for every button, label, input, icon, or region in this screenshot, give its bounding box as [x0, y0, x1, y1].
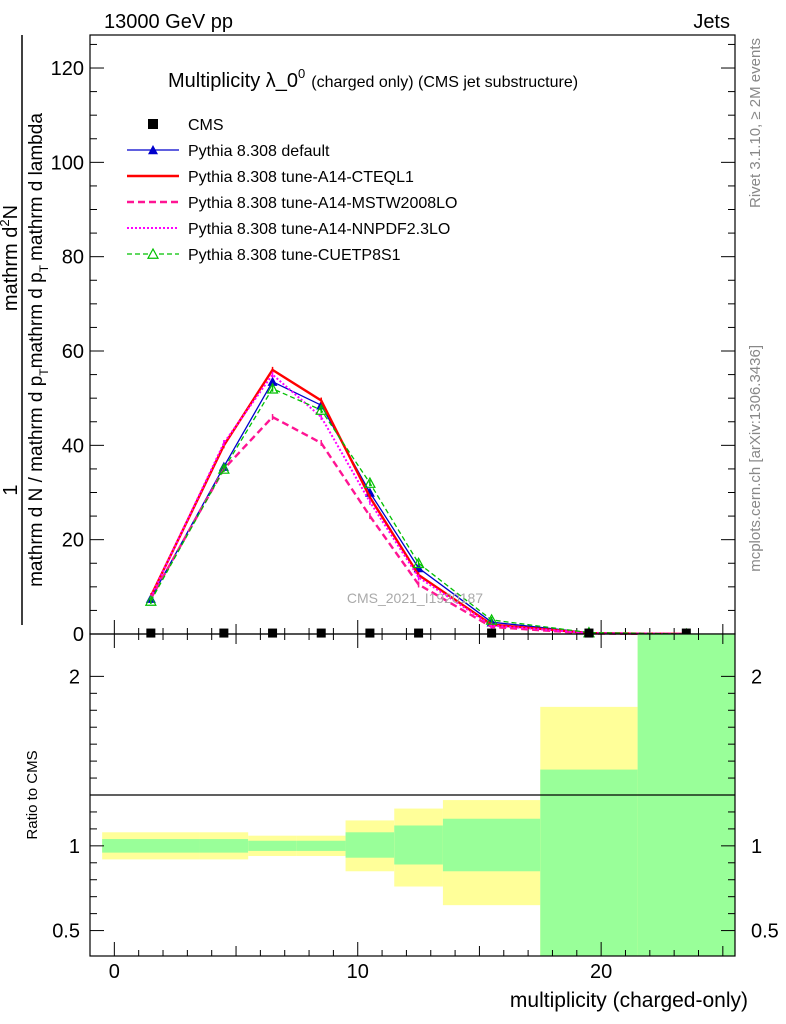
cms-data-point — [681, 628, 691, 638]
ratio-band-inner — [296, 840, 346, 851]
marker-cuetp — [266, 382, 279, 394]
xtick-label: 10 — [347, 961, 369, 983]
cms-data-point — [414, 628, 424, 638]
legend-label-mstw: Pythia 8.308 tune-A14-MSTW2008LO — [188, 195, 457, 212]
xtick-label: 0 — [109, 961, 120, 983]
ratio-ytick-label-right: 0.5 — [751, 921, 779, 943]
ratio-ytick-label: 0.5 — [52, 921, 80, 943]
main-ytick-label: 80 — [62, 247, 84, 269]
marker-cuetp — [412, 556, 425, 569]
ratio-band-inner — [345, 832, 395, 858]
chart-title: Multiplicity λ_00(charged only) (CMS jet… — [168, 66, 578, 92]
cms-data-point — [268, 628, 278, 638]
mcplots-label: mcplots.cern.ch [arXiv:1306.3436] — [747, 345, 764, 572]
marker-default — [267, 376, 278, 386]
ratio-band-inner — [394, 825, 443, 865]
cms-data-point — [146, 628, 156, 638]
legend-marker-cuetp — [146, 247, 160, 259]
ratio-band-inner — [248, 840, 297, 851]
xtick-label: 20 — [590, 961, 612, 983]
ratio-band-inner — [199, 839, 249, 853]
main-ylabel: 1 mathrm d2N mathrm d N / mathrm d pTmat… — [0, 35, 51, 625]
energy-label: 13000 GeV pp — [104, 11, 233, 33]
main-ytick-label: 100 — [51, 152, 84, 174]
cms-data-point — [487, 628, 497, 638]
ratio-band-inner — [442, 818, 541, 872]
cms-data-point — [584, 628, 594, 638]
legend-label-default: Pythia 8.308 default — [188, 143, 330, 160]
main-ytick-label: 20 — [62, 530, 84, 552]
ratio-ytick-label-right: 2 — [751, 666, 762, 688]
ratio-ylabel: Ratio to CMS — [24, 750, 41, 839]
marker-cuetp — [144, 594, 157, 606]
ylabel-numerator: mathrm d2N — [0, 205, 22, 311]
legend: CMS Pythia 8.308 default Pythia 8.308 tune… — [127, 117, 457, 264]
marker-cuetp — [315, 403, 328, 415]
ratio-ytick-label-right: 1 — [751, 836, 762, 858]
watermark: CMS_2021_I1920187 — [347, 590, 483, 606]
legend-label-cteql1: Pythia 8.308 tune-A14-CTEQL1 — [188, 169, 414, 186]
ylabel-denominator: mathrm d N / mathrm d pTmathrm d pTmathr… — [26, 113, 51, 587]
main-ytick-label: 0 — [73, 624, 84, 646]
x-axis-label: multiplicity (charged-only) — [510, 989, 748, 1012]
main-ytick-label: 60 — [62, 341, 84, 363]
ratio-ytick-label: 1 — [69, 836, 80, 858]
ratio-ytick-label: 2 — [69, 666, 80, 688]
cms-data-point — [316, 628, 326, 638]
marker-cuetp — [485, 613, 498, 625]
marker-cuetp — [217, 462, 230, 474]
category-label: Jets — [693, 11, 730, 33]
rivet-label: Rivet 3.1.10, ≥ 2M events — [747, 38, 764, 208]
cms-data-point — [365, 628, 375, 638]
main-ytick-label: 40 — [62, 435, 84, 457]
legend-marker-cms — [148, 119, 158, 129]
legend-label-cms: CMS — [188, 117, 224, 134]
ratio-band-inner — [540, 769, 638, 956]
legend-label-cuetp: Pythia 8.308 tune-CUETP8S1 — [188, 247, 401, 264]
marker-cuetp — [363, 476, 376, 488]
ratio-band-inner — [102, 839, 200, 853]
ratio-panel: 0.5 0.51 12 20 10 20 — [52, 633, 779, 983]
legend-marker-default — [148, 145, 158, 155]
ylabel-one: 1 — [0, 484, 22, 495]
main-ytick-label: 120 — [51, 58, 84, 80]
legend-label-nnpdf: Pythia 8.308 tune-A14-NNPDF2.3LO — [188, 221, 450, 238]
cms-data-point — [219, 628, 229, 638]
